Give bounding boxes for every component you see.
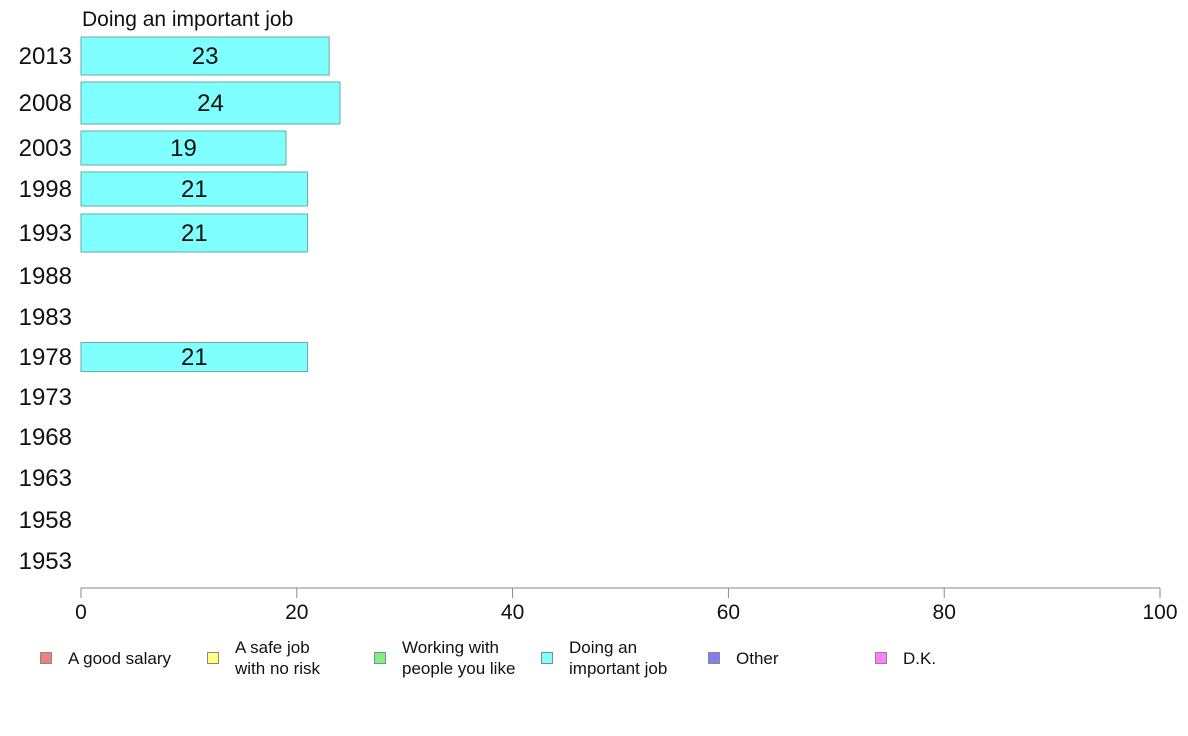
x-tick-label: 0 <box>75 601 87 624</box>
y-tick-label: 1968 <box>19 424 72 451</box>
y-tick-label: 1953 <box>19 548 72 575</box>
legend-swatch <box>708 652 720 664</box>
y-tick-label: 1993 <box>19 220 72 247</box>
y-tick-label: 1963 <box>19 465 72 492</box>
chart-title: Doing an important job <box>82 8 293 31</box>
legend-item: Working with people you like <box>374 636 515 680</box>
legend-swatch <box>374 652 386 664</box>
legend-label: Doing an important job <box>569 638 668 678</box>
legend-item: D.K. <box>875 636 936 680</box>
data-label: 23 <box>192 43 219 70</box>
y-tick-label: 1958 <box>19 507 72 534</box>
x-tick-label: 60 <box>717 601 740 624</box>
data-label: 21 <box>181 220 208 247</box>
x-tick-label: 20 <box>285 601 308 624</box>
y-tick-label: 1998 <box>19 176 72 203</box>
legend-item: Doing an important job <box>541 636 667 680</box>
legend-swatch <box>875 652 887 664</box>
bar <box>80 342 309 372</box>
legend-swatch <box>541 652 553 664</box>
data-label: 21 <box>181 344 208 371</box>
data-label: 19 <box>170 135 197 162</box>
bar <box>80 130 287 166</box>
x-tick-label: 40 <box>501 601 524 624</box>
legend-swatch <box>207 652 219 664</box>
legend-item: Other <box>708 636 779 680</box>
y-axis-labels: 2013 2008 2003 1998 1993 1988 1983 1978 1973 1968… <box>19 43 72 575</box>
bar <box>80 171 309 207</box>
y-tick-label: 1983 <box>19 304 72 331</box>
bar <box>80 36 330 76</box>
legend: A good salary A safe job with no risk Work… <box>0 636 1188 686</box>
y-tick-label: 1973 <box>19 384 72 411</box>
legend-label: A good salary <box>68 648 172 668</box>
x-tick-label: 80 <box>933 601 956 624</box>
y-tick-label: 2008 <box>19 90 72 117</box>
legend-item: A good salary <box>40 636 171 680</box>
y-tick-label: 2003 <box>19 135 72 162</box>
legend-label: D.K. <box>903 648 937 668</box>
bar <box>80 213 309 253</box>
data-label: 24 <box>197 90 224 117</box>
y-tick-label: 1978 <box>19 344 72 371</box>
x-tick-label: 100 <box>1142 601 1177 624</box>
data-label: 21 <box>181 176 208 203</box>
x-axis: 0 20 40 60 80 100 <box>75 587 1178 624</box>
bar <box>80 81 341 125</box>
legend-swatch <box>40 652 52 664</box>
legend-label: A safe job with no risk <box>235 638 321 678</box>
legend-label: Other <box>736 648 779 668</box>
y-tick-label: 2013 <box>19 43 72 70</box>
legend-label: Working with people you like <box>402 638 516 678</box>
y-tick-label: 1988 <box>19 263 72 290</box>
legend-item: A safe job with no risk <box>207 636 320 680</box>
